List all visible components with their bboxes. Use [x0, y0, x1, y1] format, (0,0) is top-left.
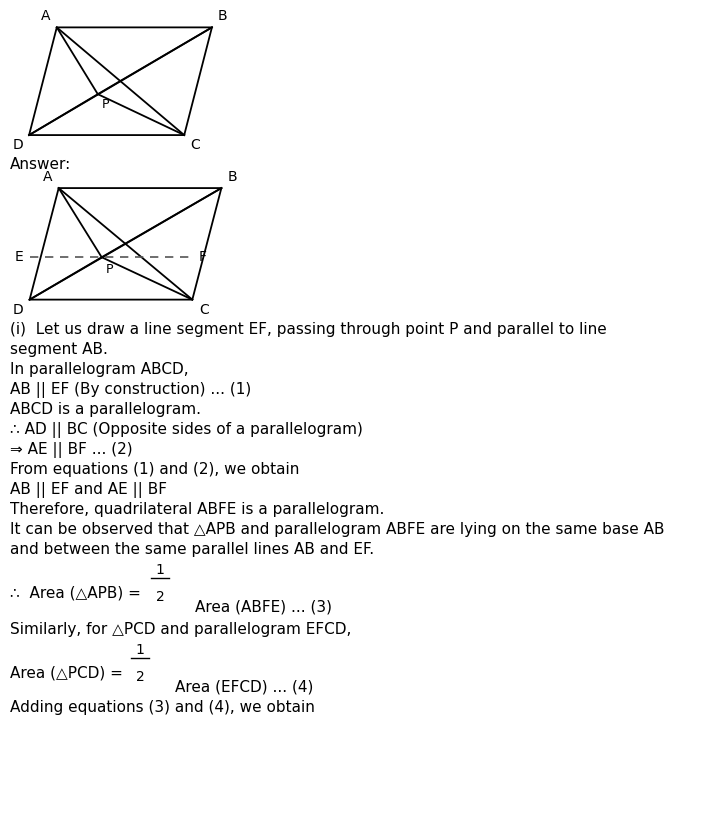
Text: From equations (1) and (2), we obtain: From equations (1) and (2), we obtain [10, 462, 299, 477]
Text: B: B [228, 169, 238, 183]
Text: Similarly, for △PCD and parallelogram EFCD,: Similarly, for △PCD and parallelogram EF… [10, 622, 352, 637]
Text: Adding equations (3) and (4), we obtain: Adding equations (3) and (4), we obtain [10, 700, 315, 715]
Text: Therefore, quadrilateral ABFE is a parallelogram.: Therefore, quadrilateral ABFE is a paral… [10, 502, 384, 517]
Text: ∴  Area (△APB) =: ∴ Area (△APB) = [10, 585, 141, 600]
Text: AB || EF (By construction) ... (1): AB || EF (By construction) ... (1) [10, 382, 251, 398]
Text: F: F [199, 250, 207, 264]
Text: It can be observed that △APB and parallelogram ABFE are lying on the same base A: It can be observed that △APB and paralle… [10, 522, 664, 537]
Text: segment AB.: segment AB. [10, 342, 108, 357]
Text: B: B [218, 9, 228, 23]
Text: P: P [102, 98, 109, 111]
Text: In parallelogram ABCD,: In parallelogram ABCD, [10, 362, 189, 377]
Text: 1: 1 [155, 563, 164, 577]
Text: Area (△PCD) =: Area (△PCD) = [10, 665, 123, 680]
Text: Area (ABFE) ... (3): Area (ABFE) ... (3) [195, 600, 332, 615]
Text: A: A [41, 9, 50, 23]
Text: D: D [12, 138, 23, 152]
Text: A: A [43, 169, 52, 183]
Text: D: D [13, 302, 23, 316]
Text: Answer:: Answer: [10, 157, 71, 172]
Text: ⇒ AE || BF ... (2): ⇒ AE || BF ... (2) [10, 442, 133, 458]
Text: P: P [106, 263, 113, 276]
Text: C: C [199, 302, 208, 316]
Text: ABCD is a parallelogram.: ABCD is a parallelogram. [10, 402, 201, 417]
Text: (i)  Let us draw a line segment EF, passing through point P and parallel to line: (i) Let us draw a line segment EF, passi… [10, 322, 607, 337]
Text: and between the same parallel lines AB and EF.: and between the same parallel lines AB a… [10, 542, 374, 557]
Text: 1: 1 [135, 643, 145, 657]
Text: 2: 2 [135, 670, 145, 684]
Text: Area (EFCD) ... (4): Area (EFCD) ... (4) [175, 680, 313, 695]
Text: 2: 2 [155, 590, 164, 604]
Text: AB || EF and AE || BF: AB || EF and AE || BF [10, 482, 167, 498]
Text: C: C [190, 138, 200, 152]
Text: E: E [14, 250, 23, 264]
Text: ∴ AD || BC (Opposite sides of a parallelogram): ∴ AD || BC (Opposite sides of a parallel… [10, 422, 363, 438]
